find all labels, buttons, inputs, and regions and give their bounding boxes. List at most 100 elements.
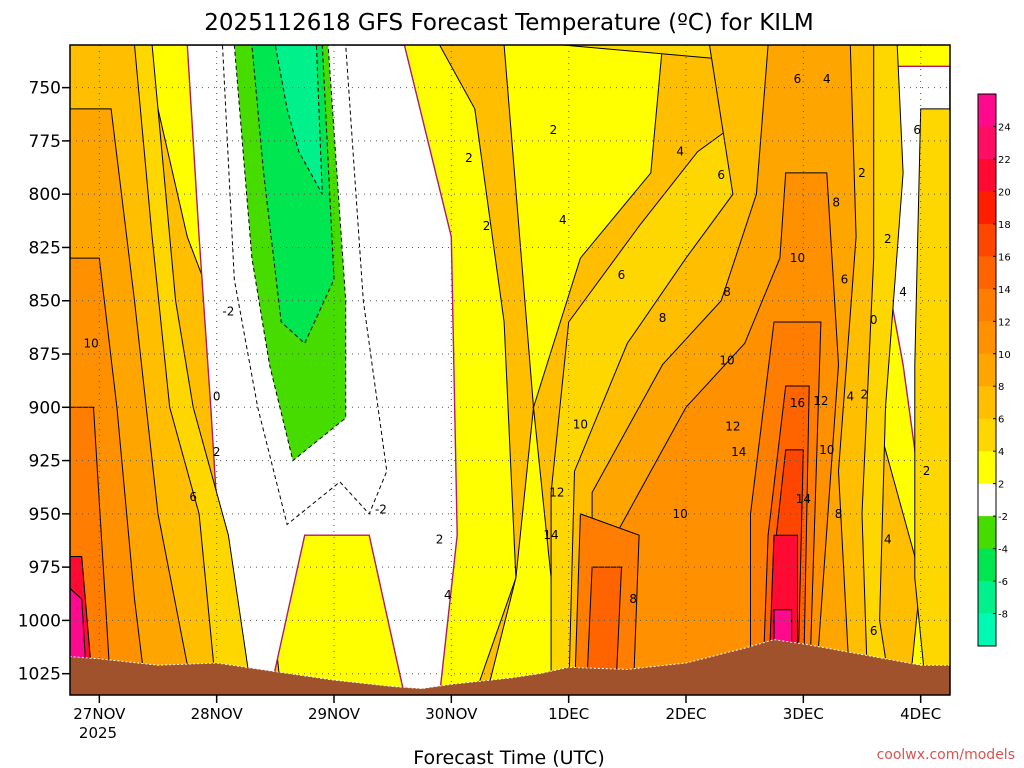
colorbar-bin-0 bbox=[978, 94, 996, 127]
contour-label-21: 10 bbox=[719, 353, 734, 367]
colorbar-bin-6 bbox=[978, 288, 996, 322]
contour-label-9: 2 bbox=[436, 532, 444, 546]
grid-lines bbox=[70, 45, 950, 695]
x-axis: 27NOV 28NOV 29NOV 30NOV 1DEC 2DEC 3DEC 4DEC bbox=[73, 695, 941, 723]
y-tick-label-0: 750 bbox=[29, 79, 61, 99]
x-tick-label-3: 30NOV bbox=[425, 705, 478, 723]
colorbar-bin-7 bbox=[978, 321, 996, 355]
contour-label-40: 4 bbox=[846, 390, 854, 404]
y-tick-label-8: 950 bbox=[29, 505, 61, 525]
contour-label-6: 2 bbox=[465, 151, 473, 165]
y-tick-label-1: 775 bbox=[29, 132, 61, 152]
y-tick-label-2: 800 bbox=[29, 185, 61, 205]
colorbar-bin-15 bbox=[978, 581, 996, 615]
y-tick-label-3: 825 bbox=[29, 238, 61, 258]
contour-label-42: 4 bbox=[899, 285, 907, 299]
colorbar-label-13: -4 bbox=[998, 545, 1008, 556]
colorbar-bin-9 bbox=[978, 386, 996, 420]
contour-label-44: 2 bbox=[923, 464, 931, 478]
contour-label-11: 4 bbox=[559, 213, 567, 227]
colorbar-label-11: 2 bbox=[998, 480, 1004, 491]
colorbar-label-9: 6 bbox=[998, 415, 1004, 426]
contour-label-32: 8 bbox=[629, 592, 637, 606]
contour-label-7: 2 bbox=[483, 219, 491, 233]
y-tick-label-10: 1000 bbox=[18, 611, 61, 631]
x-axis-year: 2025 bbox=[79, 724, 117, 742]
contour-label-18: 8 bbox=[723, 285, 731, 299]
colorbar-bin-10 bbox=[978, 418, 996, 452]
y-tick-label-9: 975 bbox=[29, 558, 61, 578]
contour-label-20: 10 bbox=[573, 417, 588, 431]
colorbar-frame bbox=[977, 93, 997, 647]
contour-regions bbox=[70, 45, 950, 695]
contour-label-43: 4 bbox=[884, 532, 892, 546]
contour-label-14: 6 bbox=[717, 168, 725, 182]
colorbar-label-6: 12 bbox=[998, 317, 1011, 328]
contour-label-16: 4 bbox=[823, 72, 831, 86]
ground-terrain bbox=[70, 639, 950, 695]
colorbar-label-12: -2 bbox=[998, 512, 1008, 523]
colorbar-bin-2 bbox=[978, 158, 996, 192]
x-tick-label-5: 2DEC bbox=[665, 705, 706, 723]
contour-label-29: 14 bbox=[731, 445, 746, 459]
y-axis: 750 775 800 825 850 875 900 925 950 975 1000 1025 bbox=[18, 79, 70, 685]
colorbar-label-8: 8 bbox=[998, 382, 1004, 393]
contour-label-17: 8 bbox=[659, 311, 667, 325]
colorbar-label-7: 10 bbox=[998, 350, 1011, 361]
contour-label-13: 6 bbox=[618, 268, 626, 282]
contour-label-30: 14 bbox=[796, 492, 811, 506]
contour-label-4: -2 bbox=[222, 304, 234, 318]
contour-label-39: 0 bbox=[870, 313, 878, 327]
contour-label-12: 4 bbox=[676, 145, 684, 159]
colorbar-bin-13 bbox=[978, 516, 996, 550]
contour-label-1: 6 bbox=[189, 490, 197, 504]
colorbar-bin-16 bbox=[978, 613, 996, 647]
contour-label-34: 6 bbox=[841, 272, 849, 286]
contour-label-35: 6 bbox=[870, 624, 878, 638]
contour-label-10: 4 bbox=[444, 588, 452, 602]
contour-label-38: 2 bbox=[884, 232, 892, 246]
contour-label-3: 0 bbox=[213, 390, 221, 404]
colorbar: 24 22 20 18 16 14 12 10 8 6 4 2 -2 -4 -6 -8 bbox=[977, 93, 1011, 647]
contour-label-24: 10 bbox=[819, 443, 834, 457]
colorbar-label-0: 24 bbox=[998, 122, 1011, 133]
contour-label-8: 2 bbox=[550, 123, 558, 137]
contour-label-33: 8 bbox=[835, 507, 843, 521]
colorbar-label-15: -8 bbox=[998, 610, 1008, 621]
y-tick-label-6: 900 bbox=[29, 398, 61, 418]
contour-region-2 bbox=[485, 45, 664, 695]
contour-label-5: -2 bbox=[375, 503, 387, 517]
x-tick-label-2: 29NOV bbox=[308, 705, 361, 723]
colorbar-bin-5 bbox=[978, 256, 996, 290]
contour-label-27: 12 bbox=[813, 394, 828, 408]
colorbar-bin-14 bbox=[978, 548, 996, 582]
contour-label-22: 10 bbox=[790, 251, 805, 265]
colorbar-bin-8 bbox=[978, 353, 996, 387]
credit-text: coolwx.com/models bbox=[877, 747, 1015, 763]
contour-label-19: 8 bbox=[832, 196, 840, 210]
x-tick-label-6: 3DEC bbox=[783, 705, 824, 723]
colorbar-label-3: 18 bbox=[998, 220, 1011, 231]
contour-label-31: 16 bbox=[790, 396, 805, 410]
contour-region-12 bbox=[914, 108, 950, 695]
x-tick-label-4: 1DEC bbox=[548, 705, 589, 723]
contour-label-28: 14 bbox=[543, 528, 558, 542]
contour-label-26: 12 bbox=[725, 419, 740, 433]
colorbar-bin-12 bbox=[978, 483, 996, 517]
x-tick-label-0: 27NOV bbox=[73, 705, 126, 723]
colorbar-label-4: 16 bbox=[998, 252, 1011, 263]
contour-label-2: 2 bbox=[213, 445, 221, 459]
contour-label-36: 6 bbox=[913, 123, 921, 137]
x-tick-label-7: 4DEC bbox=[900, 705, 941, 723]
y-tick-label-7: 925 bbox=[29, 452, 61, 472]
colorbar-bin-3 bbox=[978, 191, 996, 225]
colorbar-label-14: -6 bbox=[998, 577, 1008, 588]
contour-label-23: 10 bbox=[672, 507, 687, 521]
y-tick-label-5: 875 bbox=[29, 345, 61, 365]
colorbar-label-2: 20 bbox=[998, 187, 1011, 198]
x-axis-label: Forecast Time (UTC) bbox=[413, 747, 604, 768]
contour-label-37: 2 bbox=[858, 166, 866, 180]
colorbar-label-10: 4 bbox=[998, 447, 1004, 458]
